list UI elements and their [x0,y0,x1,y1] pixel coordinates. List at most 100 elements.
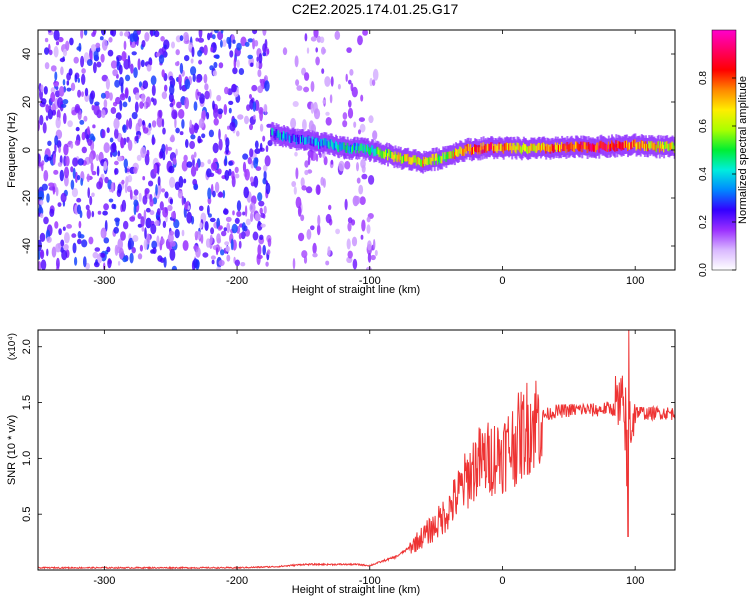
heatmap-cell [218,138,223,151]
heatmap-cell [204,90,210,100]
colorbar-gradient [711,29,737,271]
heatmap-cell [190,154,195,161]
heatmap-cell [77,174,81,181]
heatmap-cell [217,192,224,198]
heatmap-cell [266,48,270,55]
heatmap-cell [213,61,218,69]
heatmap-cell [588,144,591,152]
heatmap-cell [199,205,204,211]
heatmap-cell [60,66,64,76]
heatmap-cell [103,142,110,154]
heatmap-cell [107,258,112,269]
heatmap-cell [366,224,371,234]
snr-x-axis-label: Height of straight line (km) [292,584,420,596]
spectrogram-x-axis-label: Height of straight line (km) [292,284,420,296]
colorbar: 0.0 0.2 0.4 0.6 0.8 Normalized spectral ampl… [698,29,749,277]
heatmap-cell [114,168,119,175]
heatmap-cell [73,56,79,64]
heatmap-cell [360,94,364,102]
heatmap-cell [42,122,47,134]
heatmap-cell [225,246,231,252]
heatmap-cell [58,146,61,153]
colorbar-tick-label: 0.8 [698,71,709,85]
heatmap-cell [351,236,358,247]
heatmap-cell [647,144,650,152]
heatmap-cell [428,157,431,165]
heatmap-cell [416,157,419,165]
heatmap-cell [234,217,240,224]
heatmap-cell [633,139,636,147]
heatmap-cell [81,68,86,74]
heatmap-cell [215,54,220,59]
heatmap-cell [634,139,637,147]
heatmap-cell [150,30,153,37]
x-tick-label: -200 [226,575,248,587]
heatmap-cell [315,47,319,53]
heatmap-cell [421,159,423,167]
heatmap-cell [584,142,587,150]
snr-x-ticks: -300 -200 -100 0 100 [93,330,644,587]
heatmap-cell [553,144,556,152]
heatmap-cell [57,162,63,167]
y-tick-label: 0.5 [21,507,33,522]
heatmap-cell [136,30,142,36]
heatmap-cell [81,73,86,85]
heatmap-cell [103,99,108,108]
heatmap-cell [589,143,592,151]
heatmap-cell [334,30,341,40]
heatmap-cell [214,30,219,34]
colorbar-tick-label: 0.0 [698,263,709,277]
heatmap-cell [481,146,484,154]
heatmap-cell [110,181,115,193]
heatmap-cell [148,180,154,187]
heatmap-cell [117,150,121,157]
heatmap-cell [517,143,520,151]
heatmap-cell [101,129,106,139]
heatmap-cell [240,262,246,267]
heatmap-cell [225,137,230,148]
heatmap-cell [252,38,256,50]
heatmap-cell [81,91,84,97]
heatmap-cell [71,187,78,198]
heatmap-cell [300,214,305,222]
heatmap-cell [161,188,166,193]
heatmap-cell [308,120,314,132]
heatmap-cell [412,155,415,163]
heatmap-cell [123,40,127,50]
heatmap-cell [595,145,598,153]
heatmap-cell [576,141,578,149]
heatmap-cell [40,250,43,258]
heatmap-cell [249,202,256,214]
heatmap-cell [318,141,320,149]
heatmap-cell [189,119,192,129]
heatmap-cell [96,61,102,68]
heatmap-cell [99,36,104,41]
heatmap-cell [390,150,393,158]
heatmap-cell [607,141,610,149]
heatmap-cell [167,204,173,212]
heatmap-cell [338,160,345,172]
heatmap-cell [327,246,331,257]
heatmap-cell [375,148,378,156]
heatmap-cell [194,231,199,239]
heatmap-cell [128,95,131,103]
heatmap-cell [220,30,224,34]
heatmap-cell [161,69,165,78]
heatmap-cell [203,73,208,84]
heatmap-cell [45,115,49,121]
heatmap-cell [357,143,360,151]
heatmap-cell [93,61,97,74]
heatmap-cell [175,127,180,134]
heatmap-cell [179,35,184,42]
heatmap-cell [71,233,77,238]
heatmap-cell [158,109,163,118]
heatmap-cell [337,83,341,90]
heatmap-cell [528,145,531,153]
heatmap-cell [244,168,250,181]
colorbar-tick-label: 0.2 [698,215,709,229]
heatmap-cell [145,96,151,108]
heatmap-cell [547,144,550,152]
heatmap-cell [429,156,432,164]
heatmap-cell [174,61,180,67]
heatmap-cell [113,226,119,234]
